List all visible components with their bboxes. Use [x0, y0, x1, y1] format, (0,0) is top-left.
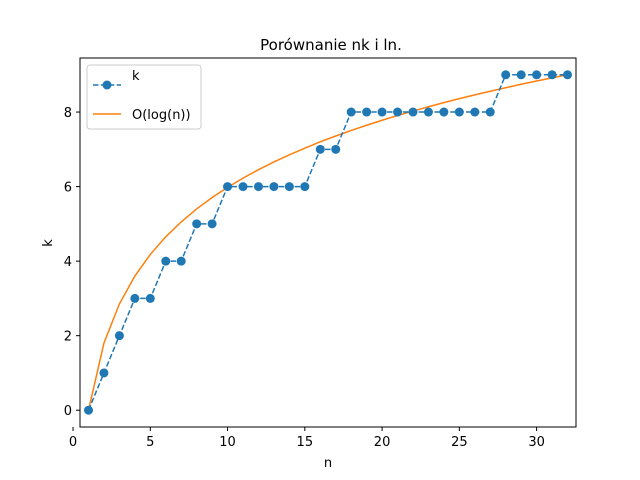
series-k-point: [300, 182, 310, 192]
axes-border: [79, 57, 577, 428]
y-tick-label: 0: [64, 404, 72, 419]
series-k-point: [563, 70, 572, 80]
series-layer: [84, 70, 572, 415]
x-tick-label: 5: [146, 435, 154, 450]
series-log-line: [87, 74, 568, 411]
series-k-point: [485, 107, 495, 117]
series-k-point: [284, 182, 294, 192]
series-k-point: [269, 182, 279, 192]
series-k-point: [470, 107, 480, 117]
series-k-point: [130, 293, 140, 303]
x-ticks: 0 5 10 15 20 25 30: [69, 427, 545, 450]
series-k-point: [145, 293, 155, 303]
x-tick-label: 15: [297, 435, 314, 450]
x-axis-label: n: [324, 456, 332, 471]
series-k-line: [87, 74, 568, 411]
series-k-point: [408, 107, 418, 117]
series-k-point: [377, 107, 387, 117]
series-k-point: [362, 107, 372, 117]
series-k-point: [331, 144, 341, 154]
chart-title: Porównanie nk i ln.: [260, 36, 402, 54]
y-tick-label: 8: [64, 106, 72, 121]
series-k-point: [161, 256, 171, 266]
y-tick-label: 2: [64, 330, 72, 345]
series-k-point: [346, 107, 356, 117]
series-k-point: [207, 219, 217, 229]
series-k-point: [454, 107, 464, 117]
series-k-point: [315, 144, 325, 154]
y-tick-label: 6: [64, 181, 72, 196]
x-tick-label: 25: [451, 435, 468, 450]
series-k-point: [501, 70, 511, 80]
legend-box: [86, 64, 202, 130]
legend-label-log: O(log(n)): [132, 108, 191, 123]
series-k-point: [547, 70, 557, 80]
series-k-point: [176, 256, 186, 266]
series-k-point: [84, 405, 93, 415]
legend-label-k: k: [132, 69, 140, 84]
x-tick-label: 30: [528, 435, 545, 450]
y-tick-label: 4: [64, 255, 72, 270]
series-k-point: [253, 182, 263, 192]
x-tick-label: 0: [69, 435, 77, 450]
y-axis-label: k: [41, 239, 56, 247]
series-k-point: [423, 107, 433, 117]
y-ticks: 0 2 4 6 8: [64, 106, 80, 419]
series-k-point: [439, 107, 449, 117]
series-k-point: [99, 368, 109, 378]
series-k-point: [238, 182, 248, 192]
legend: k O(log(n)): [86, 64, 202, 130]
x-tick-label: 20: [374, 435, 391, 450]
x-tick-label: 10: [219, 435, 236, 450]
series-k-point: [393, 107, 403, 117]
legend-marker-k: [102, 80, 112, 90]
series-k-point: [516, 70, 526, 80]
series-k-point: [192, 219, 202, 229]
series-k-point: [532, 70, 542, 80]
series-k-point: [223, 182, 233, 192]
series-k-point: [114, 331, 124, 341]
